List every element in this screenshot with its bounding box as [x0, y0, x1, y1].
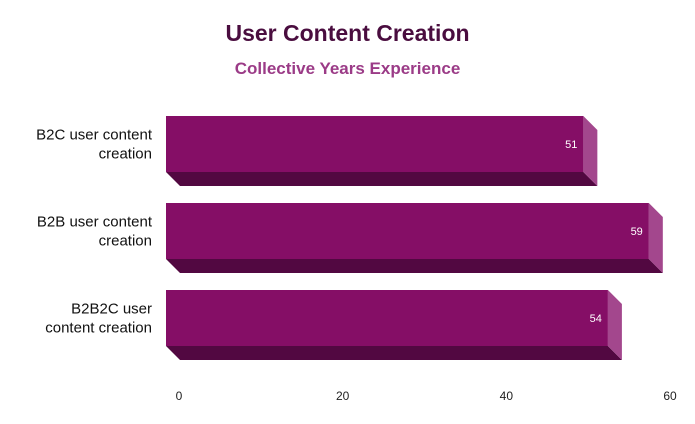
category-label: creation [99, 233, 152, 250]
bar-side-face [648, 203, 663, 273]
x-tick-label: 40 [500, 389, 514, 403]
x-tick-label: 20 [336, 389, 350, 403]
category-label: B2B2C user [71, 301, 152, 318]
bar [166, 203, 649, 259]
bar [166, 290, 608, 346]
chart-subtitle: Collective Years Experience [234, 59, 461, 78]
bar-bottom-face [166, 346, 622, 360]
bar [166, 116, 584, 172]
bar-bottom-face [166, 172, 598, 186]
bar-side-face [583, 116, 598, 186]
bar-bottom-face [166, 259, 663, 273]
category-label: B2B user content [37, 214, 153, 231]
category-label: creation [99, 146, 152, 163]
x-tick-label: 0 [176, 389, 183, 403]
data-label: 59 [631, 226, 643, 238]
category-label: B2C user content [36, 127, 153, 144]
bar-side-face [607, 290, 622, 360]
x-tick-label: 60 [663, 389, 677, 403]
data-label: 54 [590, 313, 602, 325]
chart-title: User Content Creation [225, 20, 470, 46]
data-label: 51 [565, 139, 577, 151]
category-label: content creation [45, 320, 152, 337]
